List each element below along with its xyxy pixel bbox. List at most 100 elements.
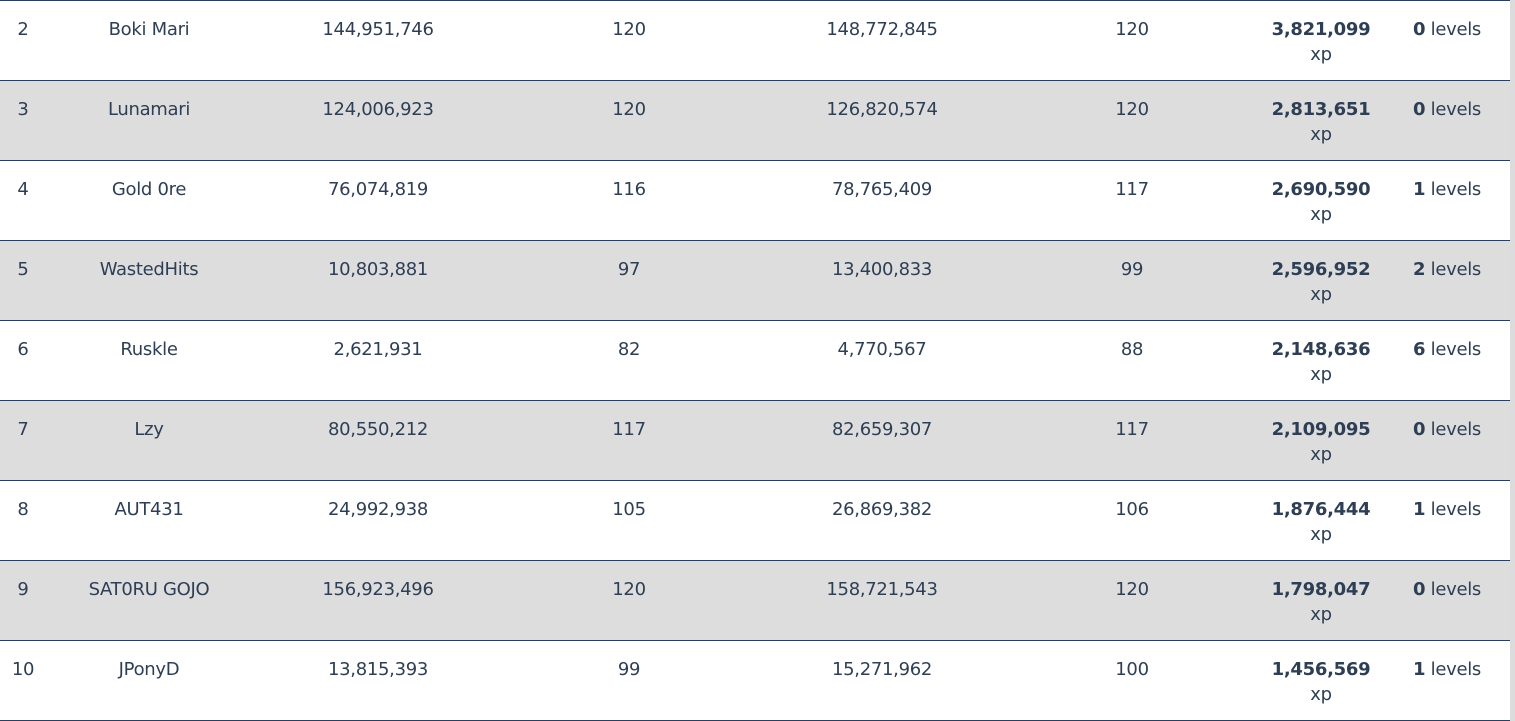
level-start-cell: 120 [612, 99, 646, 120]
player-name-cell[interactable]: WastedHits [99, 259, 199, 280]
xp-gain-cell: 1,876,444 xp [1272, 497, 1371, 547]
level-end-cell: 88 [1120, 339, 1144, 360]
levels-gained-value: 0 [1412, 99, 1426, 120]
xp-unit: xp [1310, 684, 1332, 705]
player-name-cell[interactable]: Lzy [134, 419, 164, 440]
rank-cell: 10 [11, 659, 35, 680]
xp-gain-cell: 2,596,952 xp [1272, 257, 1371, 307]
player-name-cell[interactable]: Gold 0re [111, 179, 187, 200]
levels-gained-cell: 6 levels [1413, 337, 1481, 362]
table-row: 4 Gold 0re 76,074,819 116 78,765,409 117… [0, 161, 1510, 241]
player-name-cell[interactable]: JPonyD [118, 659, 180, 680]
levels-unit: levels [1430, 579, 1482, 600]
levels-gained-cell: 2 levels [1413, 257, 1481, 282]
levels-gained-cell: 0 levels [1413, 417, 1481, 442]
player-name-cell[interactable]: Lunamari [107, 99, 191, 120]
xp-end-cell: 13,400,833 [831, 259, 933, 280]
levels-unit: levels [1430, 659, 1482, 680]
table-row: 2 Boki Mari 144,951,746 120 148,772,845 … [0, 1, 1510, 81]
level-end-cell: 120 [1115, 19, 1149, 40]
level-start-cell: 120 [612, 579, 646, 600]
rank-cell: 7 [17, 419, 29, 440]
xp-unit: xp [1310, 204, 1332, 225]
rank-cell: 4 [17, 179, 29, 200]
player-name-cell[interactable]: Boki Mari [108, 19, 190, 40]
xp-gain-cell: 1,456,569 xp [1272, 657, 1371, 707]
level-end-cell: 106 [1115, 499, 1149, 520]
levels-gained-cell: 1 levels [1413, 497, 1481, 522]
player-name-cell[interactable]: SAT0RU GOJO [88, 579, 210, 600]
xp-end-cell: 148,772,845 [826, 19, 938, 40]
xp-unit: xp [1310, 604, 1332, 625]
levels-gained-value: 0 [1412, 419, 1426, 440]
rank-cell: 3 [17, 99, 29, 120]
rank-cell: 2 [17, 19, 29, 40]
xp-start-cell: 24,992,938 [327, 499, 429, 520]
level-end-cell: 117 [1115, 179, 1149, 200]
levels-gained-value: 1 [1412, 179, 1426, 200]
xp-unit: xp [1310, 284, 1332, 305]
levels-gained-cell: 0 levels [1413, 97, 1481, 122]
xp-start-cell: 156,923,496 [322, 579, 434, 600]
level-start-cell: 117 [612, 419, 646, 440]
xp-gain-value: 2,109,095 [1271, 419, 1371, 440]
xp-end-cell: 126,820,574 [826, 99, 938, 120]
level-start-cell: 116 [612, 179, 646, 200]
xp-gain-value: 1,798,047 [1271, 579, 1371, 600]
level-start-cell: 99 [617, 659, 641, 680]
xp-unit: xp [1310, 444, 1332, 465]
xp-unit: xp [1310, 524, 1332, 545]
rank-cell: 8 [17, 499, 29, 520]
level-start-cell: 105 [612, 499, 646, 520]
level-end-cell: 99 [1120, 259, 1144, 280]
rank-cell: 5 [17, 259, 29, 280]
player-name-cell[interactable]: Ruskle [120, 339, 178, 360]
levels-gained-cell: 1 levels [1413, 177, 1481, 202]
level-end-cell: 120 [1115, 99, 1149, 120]
table-row: 3 Lunamari 124,006,923 120 126,820,574 1… [0, 81, 1510, 161]
xp-gain-value: 1,456,569 [1271, 659, 1371, 680]
xp-gain-cell: 1,798,047 xp [1272, 577, 1371, 627]
levels-unit: levels [1430, 339, 1482, 360]
player-name-cell[interactable]: AUT431 [114, 499, 184, 520]
xp-unit: xp [1310, 124, 1332, 145]
levels-gained-value: 0 [1412, 19, 1426, 40]
level-start-cell: 97 [617, 259, 641, 280]
levels-unit: levels [1430, 99, 1482, 120]
table-row: 8 AUT431 24,992,938 105 26,869,382 106 1… [0, 481, 1510, 561]
levels-gained-value: 1 [1412, 659, 1426, 680]
xp-gain-cell: 2,148,636 xp [1272, 337, 1371, 387]
rank-cell: 9 [17, 579, 29, 600]
levels-unit: levels [1430, 19, 1482, 40]
xp-start-cell: 2,621,931 [333, 339, 423, 360]
xp-start-cell: 10,803,881 [327, 259, 429, 280]
levels-unit: levels [1430, 499, 1482, 520]
levels-unit: levels [1430, 179, 1482, 200]
levels-unit: levels [1430, 419, 1482, 440]
levels-gained-value: 0 [1412, 579, 1426, 600]
rank-cell: 6 [17, 339, 29, 360]
xp-gain-value: 2,148,636 [1271, 339, 1371, 360]
xp-gain-value: 3,821,099 [1271, 19, 1371, 40]
level-start-cell: 120 [612, 19, 646, 40]
xp-gain-cell: 2,813,651 xp [1272, 97, 1371, 147]
xp-start-cell: 76,074,819 [327, 179, 429, 200]
xp-gain-value: 2,690,590 [1271, 179, 1371, 200]
levels-gained-value: 6 [1412, 339, 1426, 360]
xp-start-cell: 80,550,212 [327, 419, 429, 440]
table-row: 9 SAT0RU GOJO 156,923,496 120 158,721,54… [0, 561, 1510, 641]
level-end-cell: 100 [1115, 659, 1149, 680]
xp-unit: xp [1310, 364, 1332, 385]
xp-end-cell: 26,869,382 [831, 499, 933, 520]
xp-gain-cell: 2,109,095 xp [1272, 417, 1371, 467]
xp-start-cell: 13,815,393 [327, 659, 429, 680]
xp-start-cell: 144,951,746 [322, 19, 434, 40]
level-end-cell: 120 [1115, 579, 1149, 600]
scrollbar[interactable] [1510, 0, 1515, 721]
levels-gained-cell: 0 levels [1413, 17, 1481, 42]
levels-gained-value: 1 [1412, 499, 1426, 520]
level-end-cell: 117 [1115, 419, 1149, 440]
xp-gain-cell: 3,821,099 xp [1272, 17, 1371, 67]
table-row: 6 Ruskle 2,621,931 82 4,770,567 88 2,148… [0, 321, 1510, 401]
